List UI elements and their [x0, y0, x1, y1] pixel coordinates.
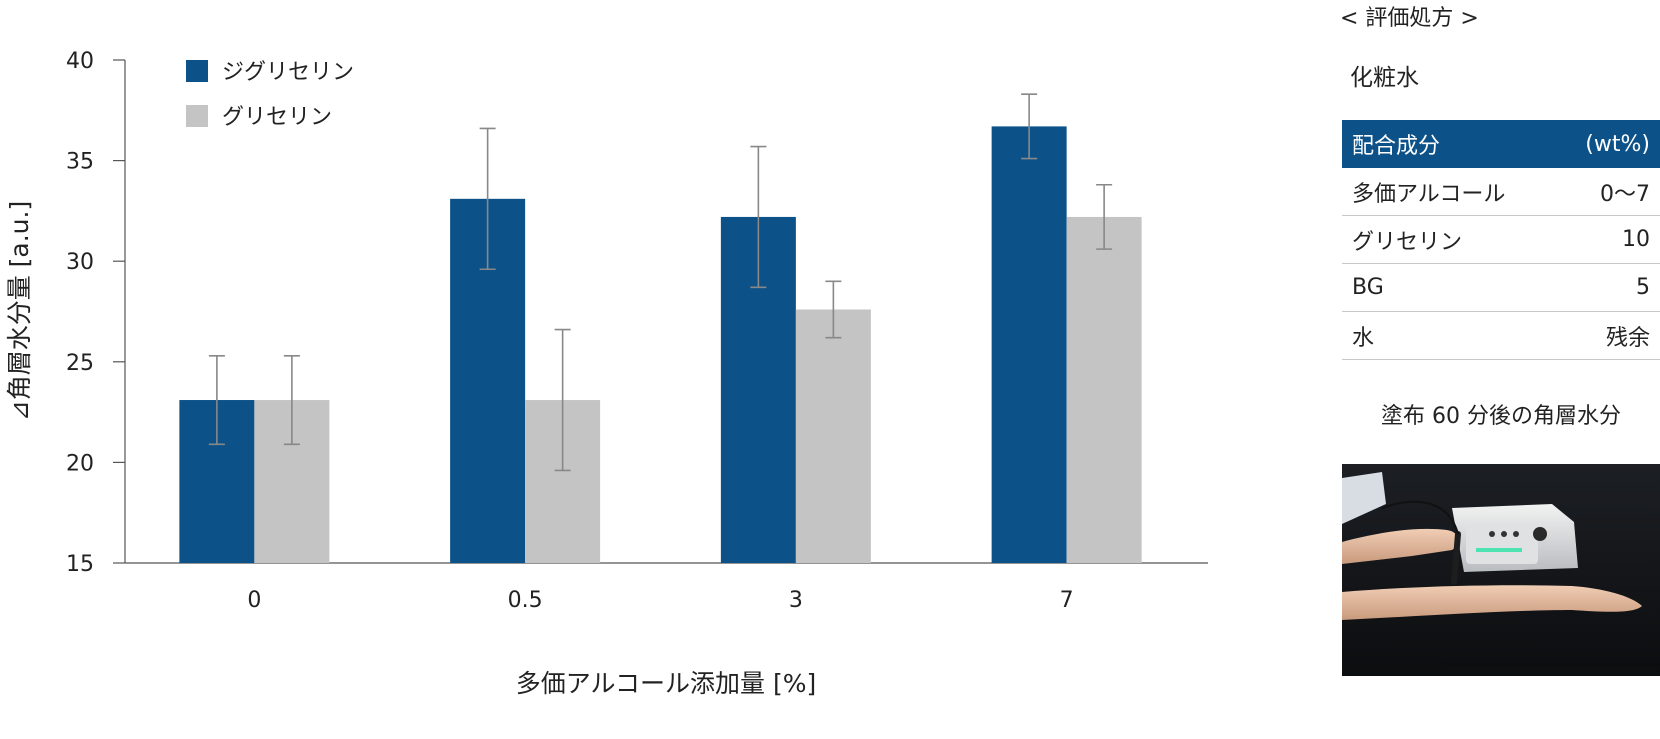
y-tick-label: 30 [66, 250, 94, 275]
bar-chart: 15 20 25 30 35 40 0 0.5 3 7 ジグリセリングリセリン多価アルコール添加量 … [5, 49, 1208, 698]
ingredient-name: BG [1342, 263, 1556, 312]
table-row: 多価アルコール 0〜7 [1342, 168, 1660, 216]
ingredient-name: 水 [1342, 311, 1556, 360]
x-tick-label: 0 [247, 588, 261, 613]
y-tick-label: 15 [66, 552, 94, 577]
legend-swatch [186, 60, 208, 82]
ingredient-name: グリセリン [1342, 215, 1556, 264]
measurement-device-photo [1342, 464, 1660, 676]
table-header-row: 配合成分 (wt%) [1342, 120, 1660, 168]
x-axis-title: 多価アルコール添加量 [%] [516, 669, 816, 698]
x-tick-label: 3 [789, 588, 803, 613]
bar-diglycerin [991, 126, 1067, 563]
table-row: 水 残余 [1342, 311, 1660, 360]
product-name: 化粧水 [1350, 65, 1419, 91]
y-tick-label: 40 [66, 49, 94, 74]
y-tick-label: 35 [66, 150, 94, 175]
legend-label: ジグリセリン [222, 60, 354, 85]
y-tick-label: 20 [66, 451, 94, 476]
ingredient-value: 残余 [1555, 311, 1660, 360]
ingredient-value: 5 [1555, 263, 1660, 312]
x-tick-label: 7 [1060, 588, 1074, 613]
ingredient-value: 10 [1555, 215, 1660, 264]
y-axis-title: ⊿角層水分量 [a.u.] [5, 201, 34, 421]
measurement-caption: 塗布 60 分後の角層水分 [1381, 404, 1621, 429]
table-row: グリセリン 10 [1342, 215, 1660, 264]
header-ingredient: 配合成分 [1342, 120, 1556, 168]
ingredient-value: 0〜7 [1555, 168, 1660, 216]
legend-swatch [186, 105, 208, 127]
bar-glycerin [795, 309, 871, 563]
bar-glycerin [1066, 216, 1142, 563]
legend-label: グリセリン [222, 105, 332, 130]
evaluation-formula-title: < 評価処方 > [1340, 6, 1479, 31]
ingredient-name: 多価アルコール [1342, 168, 1556, 216]
y-tick-label: 25 [66, 351, 94, 376]
table-row: BG 5 [1342, 263, 1660, 312]
formula-table: 配合成分 (wt%) 多価アルコール 0〜7 グリセリン 10 BG 5 水 残… [1342, 120, 1660, 360]
x-tick-label: 0.5 [508, 588, 543, 613]
header-unit: (wt%) [1555, 120, 1660, 168]
